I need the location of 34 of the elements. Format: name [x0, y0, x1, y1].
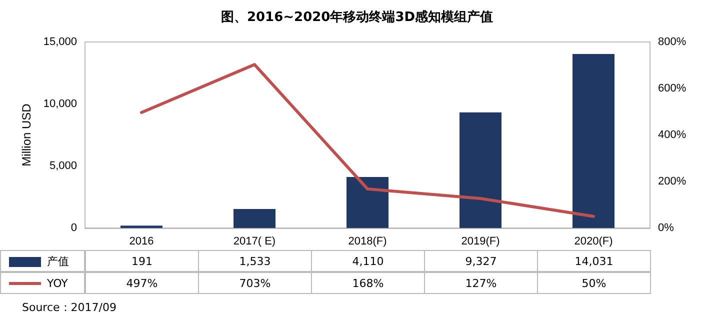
data-label: 9,327	[424, 250, 538, 272]
y-tick-label: 10,000	[43, 98, 77, 110]
bar	[234, 208, 276, 228]
y-tick-label: 5,000	[49, 160, 77, 172]
y2-tick-label: 400%	[658, 129, 686, 141]
source-note: Source：2017/09	[22, 300, 116, 315]
x-tick-label: 2017( E)	[233, 236, 276, 248]
data-label: 497%	[85, 272, 199, 294]
y-tick-label: 15,000	[43, 36, 77, 48]
y2-tick-label: 200%	[658, 176, 686, 188]
y2-tick-label: 800%	[658, 36, 686, 48]
data-label: 168%	[311, 272, 425, 294]
legend-label: 产值	[47, 255, 69, 268]
y2-tick-label: 600%	[658, 82, 686, 94]
y-tick-label: 0	[70, 222, 77, 234]
data-label: 191	[85, 250, 199, 272]
line-series	[140, 63, 595, 218]
data-label: 703%	[198, 272, 312, 294]
data-label: 50%	[537, 272, 651, 294]
data-label: 14,031	[537, 250, 651, 272]
bar	[460, 112, 502, 228]
bar	[572, 54, 614, 228]
x-tick-label: 2016	[129, 236, 154, 248]
chart-title: 图、2016~2020年移动终端3D感知模组产值	[220, 9, 494, 25]
x-tick-label: 2019(F)	[461, 236, 500, 248]
bar	[346, 177, 388, 228]
data-label: 4,110	[311, 250, 425, 272]
x-tick-label: 2018(F)	[348, 236, 387, 248]
y2-tick-label: 0%	[658, 222, 674, 234]
y-axis-title: Million USD	[19, 103, 34, 166]
data-label: 1,533	[198, 250, 312, 272]
x-tick-label: 2020(F)	[574, 236, 613, 248]
legend-label: YOY	[47, 277, 68, 290]
data-label: 127%	[424, 272, 538, 294]
